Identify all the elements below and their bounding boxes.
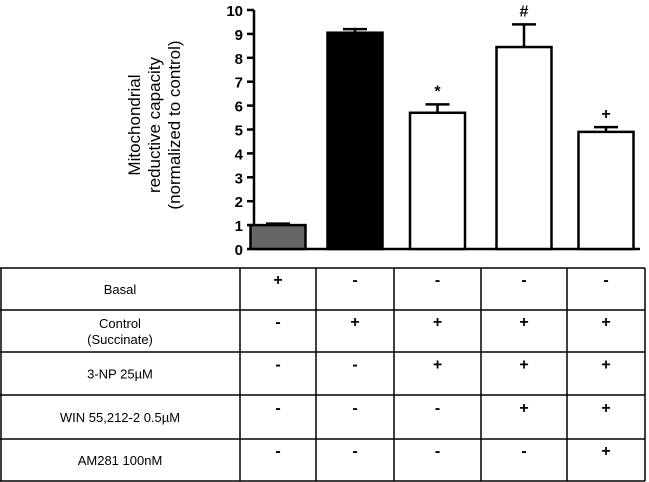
row-label: (Succinate) (87, 332, 153, 347)
y-tick-label: 3 (235, 170, 243, 187)
y-tick-label: 9 (235, 27, 243, 44)
significance-marker: + (601, 106, 610, 123)
condition-cell: - (275, 357, 280, 374)
condition-cell: - (352, 443, 357, 460)
conditions-table: Basal + - - - - Control(Succinate) - + + + +3-NP 25… (0, 267, 646, 482)
condition-cell: - (521, 443, 526, 460)
condition-cell: - (521, 272, 526, 289)
y-axis-label-line: Mitochondrial (125, 74, 144, 175)
bar (577, 130, 635, 251)
condition-cell: - (275, 314, 280, 331)
y-axis-label: Mitochondrial reductive capacity (normaliz… (125, 40, 184, 209)
condition-cell: + (433, 357, 442, 374)
y-tick-label: 2 (235, 194, 243, 211)
condition-cell: + (601, 357, 610, 374)
bar (326, 31, 384, 251)
table-row: AM281 100nM - - - - + (78, 443, 611, 468)
y-tick-label: 5 (235, 123, 243, 140)
condition-cell: + (601, 314, 610, 331)
table-row: Control(Succinate) - + + + + (87, 314, 611, 347)
row-label: Control (99, 316, 141, 331)
bar-group (326, 27, 384, 251)
condition-cell: + (433, 314, 442, 331)
condition-cell: - (352, 400, 357, 417)
condition-cell: - (352, 357, 357, 374)
condition-cell: - (275, 443, 280, 460)
y-axis-label-line: reductive capacity (145, 56, 164, 193)
row-label: AM281 100nM (78, 453, 163, 468)
y-tick-label: 1 (235, 218, 243, 235)
y-axis-label-line: (normalized to control) (165, 40, 184, 209)
significance-marker: * (434, 83, 441, 100)
table-row: 3-NP 25µM - - + + + (87, 357, 611, 382)
table-row: Basal + - - - - (104, 272, 609, 297)
condition-cell: + (601, 443, 610, 460)
condition-cell: + (519, 400, 528, 417)
bar-series: * # + (249, 3, 635, 251)
condition-cell: - (435, 443, 440, 460)
row-label: 3-NP 25µM (87, 367, 153, 382)
condition-cell: - (603, 272, 608, 289)
y-tick-label: 7 (235, 75, 243, 92)
condition-cell: - (352, 272, 357, 289)
condition-cell: + (519, 314, 528, 331)
y-axis: 0 1 2 3 4 5 6 7 8 9 10 (226, 3, 640, 259)
y-tick-label: 4 (235, 146, 244, 163)
significance-marker: # (520, 3, 529, 20)
bar-group: # (495, 3, 553, 251)
condition-cell: - (435, 272, 440, 289)
bar (408, 111, 467, 251)
y-tick-label: 6 (235, 99, 243, 116)
condition-cell: + (601, 400, 610, 417)
condition-cell: + (273, 272, 282, 289)
condition-cell: - (435, 400, 440, 417)
y-tick-label: 8 (235, 51, 243, 68)
condition-cell: + (350, 314, 359, 331)
row-label: Basal (104, 282, 137, 297)
bar (249, 223, 307, 251)
y-tick-label: 0 (235, 242, 243, 259)
bar-group: * (408, 83, 467, 251)
table-row: WIN 55,212-2 0.5µM - - - + + (60, 400, 611, 425)
condition-cell: - (275, 400, 280, 417)
bar-group: + (577, 106, 635, 251)
bar (495, 45, 553, 251)
y-tick-label: 10 (226, 3, 243, 20)
bar-group (249, 222, 307, 251)
condition-cell: + (519, 357, 528, 374)
row-label: WIN 55,212-2 0.5µM (60, 410, 180, 425)
